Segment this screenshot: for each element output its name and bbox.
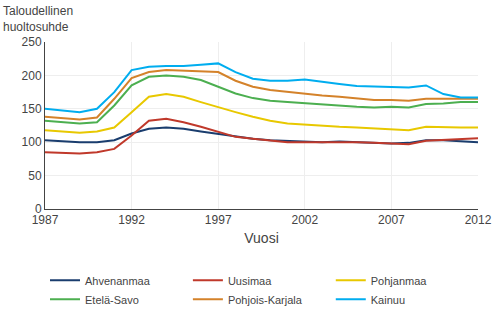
svg-text:Uusimaa: Uusimaa	[228, 275, 272, 287]
svg-text:50: 50	[28, 169, 42, 183]
svg-text:150: 150	[22, 102, 42, 116]
svg-text:250: 250	[22, 35, 42, 49]
svg-text:0: 0	[35, 202, 42, 216]
svg-text:200: 200	[22, 69, 42, 83]
svg-text:2012: 2012	[465, 213, 492, 227]
svg-text:Kainuu: Kainuu	[371, 294, 405, 306]
svg-text:Ahvenanmaa: Ahvenanmaa	[85, 275, 151, 287]
svg-text:1997: 1997	[205, 213, 232, 227]
svg-text:Pohjois-Karjala: Pohjois-Karjala	[228, 294, 303, 306]
svg-text:2002: 2002	[291, 213, 318, 227]
svg-text:Pohjanmaa: Pohjanmaa	[371, 275, 428, 287]
svg-text:Vuosi: Vuosi	[244, 230, 279, 246]
svg-text:Etelä-Savo: Etelä-Savo	[85, 294, 139, 306]
svg-text:1987: 1987	[32, 213, 59, 227]
svg-text:Taloudellinenhuoltosuhde: Taloudellinenhuoltosuhde	[3, 4, 73, 34]
svg-text:1992: 1992	[118, 213, 145, 227]
svg-text:2007: 2007	[378, 213, 405, 227]
svg-text:100: 100	[22, 135, 42, 149]
